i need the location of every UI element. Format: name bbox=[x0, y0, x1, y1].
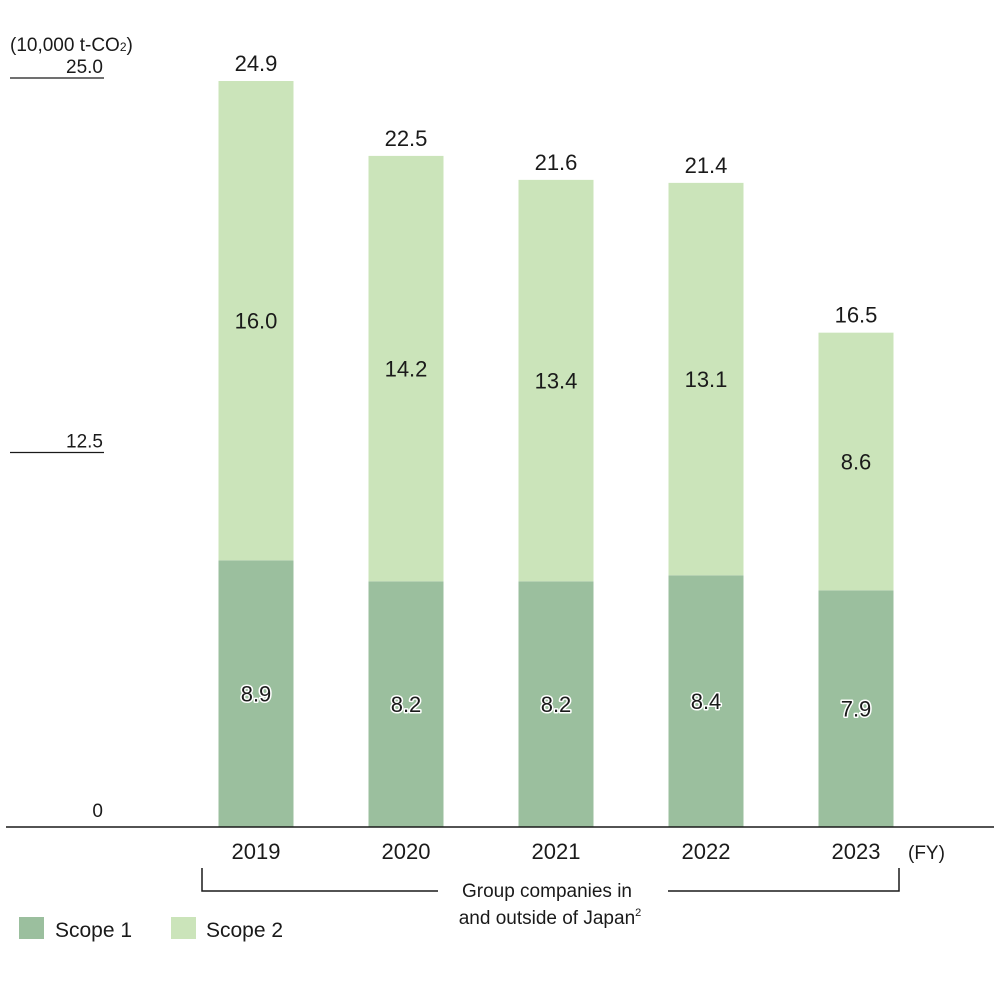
y-tick-label-1: 12.5 bbox=[66, 432, 103, 453]
y-tick-label-0: 0 bbox=[92, 801, 103, 822]
data-label-scope-2-2021: 13.4 bbox=[535, 369, 578, 394]
data-label-scope-2-2019: 16.0 bbox=[235, 309, 278, 334]
group-bracket bbox=[201, 868, 900, 892]
data-label-scope-1-2020: 8.2 bbox=[391, 692, 422, 717]
total-label-2021: 21.6 bbox=[535, 150, 578, 175]
x-axis-suffix: (FY) bbox=[908, 843, 945, 864]
y-tick-label-2: 25.0 bbox=[66, 57, 103, 78]
legend-label-scope-1: Scope 1 bbox=[55, 919, 132, 942]
total-label-2022: 21.4 bbox=[685, 153, 728, 178]
legend-swatch-scope-1 bbox=[19, 917, 44, 939]
y-unit-label: (10,000 t-CO2) bbox=[10, 35, 133, 56]
y-axis: 0 12.5 25.0 bbox=[10, 57, 104, 822]
total-label-2020: 22.5 bbox=[385, 126, 428, 151]
x-tick-label-2023: 2023 bbox=[832, 839, 881, 864]
legend: Scope 1 Scope 2 bbox=[19, 917, 283, 942]
legend-label-scope-2: Scope 2 bbox=[206, 919, 283, 942]
x-axis: 2019 2020 2021 2022 2023 bbox=[232, 839, 881, 864]
total-label-2019: 24.9 bbox=[235, 51, 278, 76]
bar-scope-2-2020 bbox=[368, 155, 444, 582]
data-label-scope-1-2022: 8.4 bbox=[691, 689, 722, 714]
legend-swatch-scope-2 bbox=[171, 917, 196, 939]
bar-scope-1-2020 bbox=[368, 581, 444, 827]
bar-scope-1-2023 bbox=[818, 590, 894, 827]
x-tick-label-2020: 2020 bbox=[382, 839, 431, 864]
data-label-scope-2-2020: 14.2 bbox=[385, 357, 428, 382]
data-label-scope-2-2023: 8.6 bbox=[841, 449, 872, 474]
bar-scope-2-2023 bbox=[818, 332, 894, 591]
data-label-scope-2-2022: 13.1 bbox=[685, 367, 728, 392]
bracket-label-line-2: and outside of Japan2 bbox=[459, 907, 642, 929]
total-label-2023: 16.5 bbox=[835, 303, 878, 328]
x-tick-label-2022: 2022 bbox=[682, 839, 731, 864]
bracket-label-line-1: Group companies in bbox=[462, 881, 632, 902]
bar-scope-1-2019 bbox=[218, 560, 294, 827]
x-tick-label-2021: 2021 bbox=[532, 839, 581, 864]
data-label-scope-1-2019: 8.9 bbox=[241, 682, 272, 707]
bar-scope-2-2021 bbox=[518, 179, 594, 582]
bar-scope-1-2021 bbox=[518, 581, 594, 827]
bars: 8.9 16.0 24.9 8.2 14.2 22.5 8.2 13.4 21.6 8.4 13.1… bbox=[218, 51, 894, 827]
bar-scope-2-2022 bbox=[668, 182, 744, 576]
data-label-scope-1-2023: 7.9 bbox=[841, 697, 872, 722]
bar-scope-1-2022 bbox=[668, 575, 744, 827]
x-tick-label-2019: 2019 bbox=[232, 839, 281, 864]
data-label-scope-1-2021: 8.2 bbox=[541, 692, 572, 717]
bar-scope-2-2019 bbox=[218, 80, 294, 561]
